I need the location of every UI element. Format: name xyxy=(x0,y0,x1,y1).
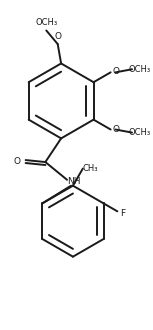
Text: OCH₃: OCH₃ xyxy=(129,128,151,137)
Text: CH₃: CH₃ xyxy=(83,164,98,173)
Text: OCH₃: OCH₃ xyxy=(35,18,57,27)
Text: O: O xyxy=(113,125,120,134)
Text: NH: NH xyxy=(67,177,81,186)
Text: F: F xyxy=(120,209,125,218)
Text: O: O xyxy=(54,32,61,41)
Text: O: O xyxy=(113,67,120,76)
Text: OCH₃: OCH₃ xyxy=(129,65,151,74)
Text: O: O xyxy=(14,156,21,166)
